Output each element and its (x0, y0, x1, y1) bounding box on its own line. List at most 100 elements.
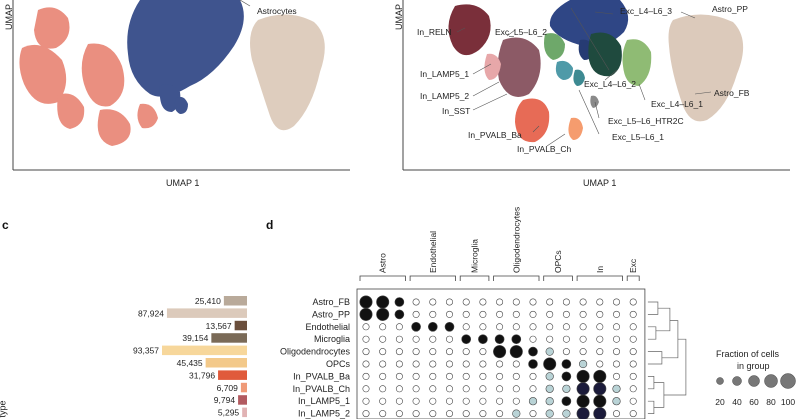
dot (562, 384, 571, 393)
dot (379, 348, 387, 356)
dot (446, 360, 454, 368)
dot (446, 298, 454, 306)
dot (596, 348, 604, 356)
legend-value-20: 20 (715, 397, 725, 407)
umap-b-label-exc-l5-l6-1: Exc_L5–L6_1 (612, 132, 664, 142)
dot (429, 348, 437, 356)
dot (478, 334, 488, 344)
umap-b-label-astro-pp: Astro_PP (712, 4, 748, 14)
dot (479, 348, 487, 356)
dot (496, 410, 504, 418)
dot (629, 372, 637, 380)
dot (395, 372, 403, 380)
group-bracket (493, 275, 540, 281)
dot (379, 323, 387, 331)
dot (496, 323, 504, 331)
bar-In_PVALB_Ch (240, 382, 247, 393)
group-label: Astro (378, 253, 388, 273)
dot (412, 335, 420, 343)
umap-a-plot (12, 0, 350, 171)
dot (545, 384, 554, 393)
dot (561, 359, 572, 369)
dot (395, 397, 403, 405)
bar-label-Microglia: 39,154 (182, 333, 208, 343)
umap-b-label-exc-l4-l6-2: Exc_L4–L6_2 (584, 79, 636, 89)
legend-dot-60 (748, 375, 760, 387)
dot (496, 372, 504, 380)
cell-count-bar-chart: 25,410 87,924 13,567 39,154 93,357 45,435 31,7… (133, 296, 247, 418)
panel-d-letter: d (266, 218, 274, 232)
dot (593, 407, 607, 419)
dot (596, 310, 604, 318)
dot (529, 335, 537, 343)
umap-b-label-in-lamp5-1: In_LAMP5_1 (420, 69, 470, 79)
dot (629, 298, 637, 306)
bar-Oligodendrocytes (162, 345, 247, 356)
dot (362, 360, 370, 368)
dot (395, 385, 403, 393)
dot (359, 295, 373, 309)
bar-label-Astro_FB: 25,410 (195, 296, 221, 306)
dot (528, 359, 538, 369)
panel-c-letter: c (2, 218, 9, 232)
dot (562, 298, 570, 306)
legend-dot-100 (780, 373, 796, 389)
dot (479, 385, 487, 393)
dot (593, 369, 607, 383)
dot (462, 372, 470, 380)
dot (579, 298, 587, 306)
dot (612, 397, 621, 406)
group-bracket (359, 275, 406, 281)
dendrogram (647, 301, 687, 414)
dot (562, 335, 570, 343)
dot (576, 394, 590, 408)
dot (612, 348, 620, 356)
umap-b-label-exc-l4-l6-1: Exc_L4–L6_1 (651, 99, 703, 109)
dot (596, 323, 604, 331)
dot (444, 322, 455, 332)
umap-b-label-in-lamp5-2: In_LAMP5_2 (420, 91, 470, 101)
bar-label-Oligodendrocytes: 93,357 (133, 346, 159, 356)
dot (612, 384, 621, 393)
marker-dot-plot: Astro Endothelial Microglia Oligodendrocyte… (280, 207, 687, 419)
dot (379, 410, 387, 418)
dot (376, 307, 390, 321)
bar-label-Astro_PP: 87,924 (138, 308, 164, 318)
dot (394, 309, 405, 320)
group-label: In (595, 266, 605, 273)
dot (529, 385, 537, 393)
bar-label-In_PVALB_Ch: 6,709 (217, 383, 239, 393)
row-label-In_LAMP5_2: In_LAMP5_2 (298, 409, 350, 419)
bar-Astro_FB (223, 296, 247, 306)
dot (462, 310, 470, 318)
row-label-OPCs: OPCs (326, 359, 351, 369)
dot (529, 310, 537, 318)
bar-label-Endothelial: 13,567 (206, 321, 232, 331)
dot (629, 360, 637, 368)
dot (412, 360, 420, 368)
dot (562, 323, 570, 331)
dot (629, 310, 637, 318)
dot (362, 323, 370, 331)
umap-b-label-exc-l5-l6-2: Exc_L5–L6_2 (495, 27, 547, 37)
bar-Astro_PP (166, 308, 247, 318)
dot (395, 410, 403, 418)
dot (446, 348, 454, 356)
dot (379, 360, 387, 368)
bar-OPCs (205, 358, 247, 368)
legend-value-80: 80 (766, 397, 776, 407)
dot (496, 298, 504, 306)
dot (562, 310, 570, 318)
dot (379, 372, 387, 380)
dot (561, 396, 572, 406)
size-legend: 20 40 60 80 100 (715, 373, 796, 407)
dot (412, 372, 420, 380)
umap-b-label-in-pvalb-ch: In_PVALB_Ch (517, 144, 572, 154)
dot (612, 298, 620, 306)
dot (429, 298, 437, 306)
group-bracket (409, 275, 456, 281)
dot (545, 409, 554, 418)
dot (579, 310, 587, 318)
dot (512, 385, 520, 393)
dot (494, 334, 505, 344)
